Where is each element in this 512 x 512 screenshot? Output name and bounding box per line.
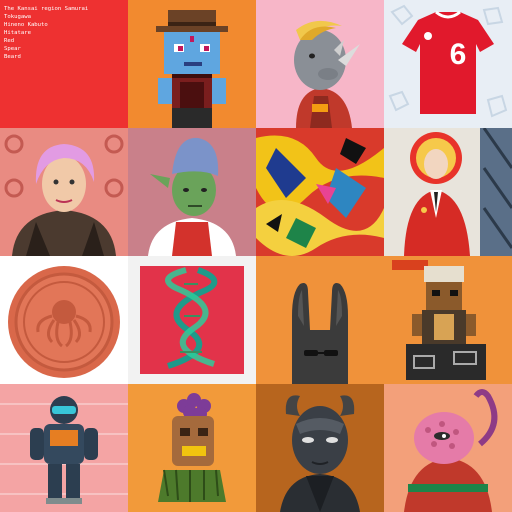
jersey-image: 6 — [384, 0, 512, 128]
gallery-tile-tiki-mask-creature[interactable] — [128, 384, 256, 512]
jersey-number: 6 — [450, 38, 467, 71]
gallery-tile-black-bunny[interactable] — [256, 256, 384, 384]
gallery-tile-horned-cyborg[interactable] — [256, 384, 384, 512]
voxel-figure-image — [384, 256, 512, 384]
gallery-tile-dna-helix[interactable] — [128, 256, 256, 384]
pink-hair-woman-image — [0, 128, 128, 256]
trait-line: Beard — [4, 54, 21, 60]
gallery-tile-green-elf[interactable] — [128, 128, 256, 256]
green-elf-image — [128, 128, 256, 256]
astronaut-image — [0, 384, 128, 512]
gallery-tile-orange-coin[interactable] — [0, 256, 128, 384]
black-bunny-image — [256, 256, 384, 384]
rhino-image — [256, 0, 384, 128]
trait-line: The Kansai region Samurai — [4, 6, 89, 12]
dna-helix-image — [128, 256, 256, 384]
trait-line: Red — [4, 38, 15, 44]
octopus-coin-image — [0, 256, 128, 384]
tiki-mask-image — [128, 384, 256, 512]
gallery-tile-pink-hair-woman[interactable] — [0, 128, 128, 256]
trait-line: Spear — [4, 46, 21, 52]
pixel-cowboy-image — [128, 0, 256, 128]
gallery-tile-pixel-cowboy[interactable] — [128, 0, 256, 128]
gallery-tile-red-jersey[interactable]: 6 — [384, 0, 512, 128]
gallery-tile-rhino-hoodie[interactable] — [256, 0, 384, 128]
gallery-tile-voxel-figure[interactable] — [384, 256, 512, 384]
gallery-tile-abstract-splash[interactable] — [256, 128, 384, 256]
gallery-tile-text-traits[interactable]: The Kansai region Samurai Tokugawa Hinen… — [0, 0, 128, 128]
traits-list: The Kansai region Samurai Tokugawa Hinen… — [0, 0, 128, 61]
trait-line: Hitatare — [4, 30, 31, 36]
bald-man-image — [384, 128, 512, 256]
gallery-tile-pink-monkey[interactable] — [384, 384, 512, 512]
abstract-splash-image — [256, 128, 384, 256]
trait-line: Tokugawa — [4, 14, 31, 20]
gallery-tile-armored-astronaut[interactable] — [0, 384, 128, 512]
pink-monkey-image — [384, 384, 512, 512]
trait-line: Hineno Kabuto — [4, 22, 48, 28]
gallery-tile-bald-man-suit[interactable] — [384, 128, 512, 256]
horned-cyborg-image — [256, 384, 384, 512]
